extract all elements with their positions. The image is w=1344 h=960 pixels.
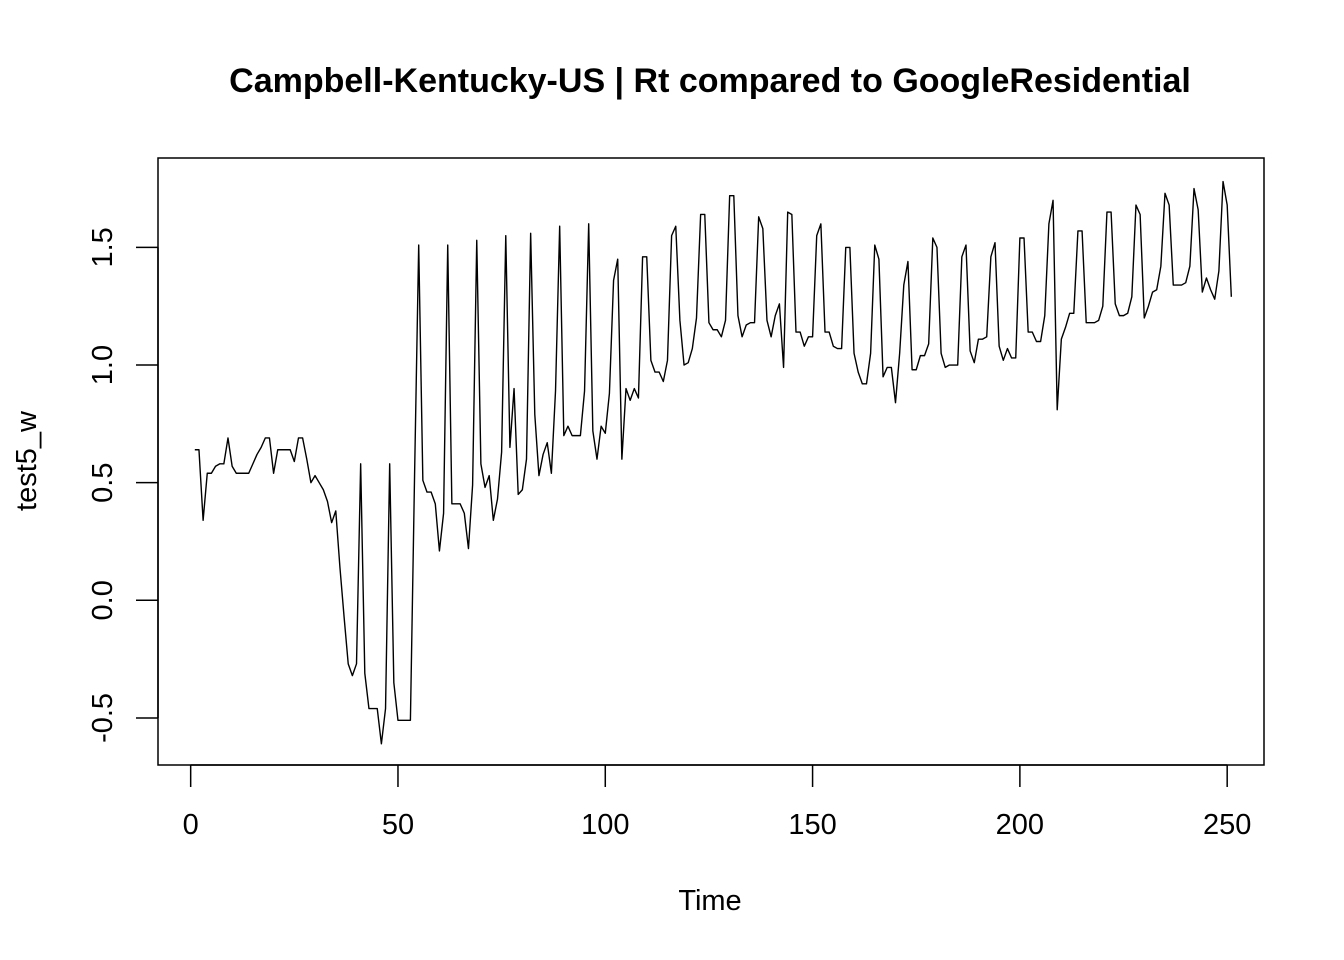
y-tick-label: -0.5 xyxy=(87,693,119,743)
y-tick-label: 1.5 xyxy=(87,227,119,267)
x-tick-label: 250 xyxy=(1203,809,1251,841)
plot-frame xyxy=(157,157,1265,766)
chart-title: Campbell-Kentucky-US | Rt compared to Go… xyxy=(229,62,1191,100)
y-tick-label: 0.5 xyxy=(87,463,119,503)
series-line xyxy=(194,180,1233,745)
x-tick-label: 0 xyxy=(183,809,199,841)
x-tick-label: 50 xyxy=(382,809,414,841)
x-tick-label: 200 xyxy=(996,809,1044,841)
y-tick-label: 0.0 xyxy=(87,580,119,620)
x-tick-label: 100 xyxy=(581,809,629,841)
y-axis-label: test5_w xyxy=(11,410,43,511)
x-axis: 0 50 100 150 200 250 xyxy=(183,764,1251,841)
x-tick-label: 150 xyxy=(788,809,836,841)
x-axis-label: Time xyxy=(678,885,741,917)
y-axis: -0.5 0.0 0.5 1.0 1.5 xyxy=(87,227,159,743)
y-tick-label: 1.0 xyxy=(87,345,119,385)
